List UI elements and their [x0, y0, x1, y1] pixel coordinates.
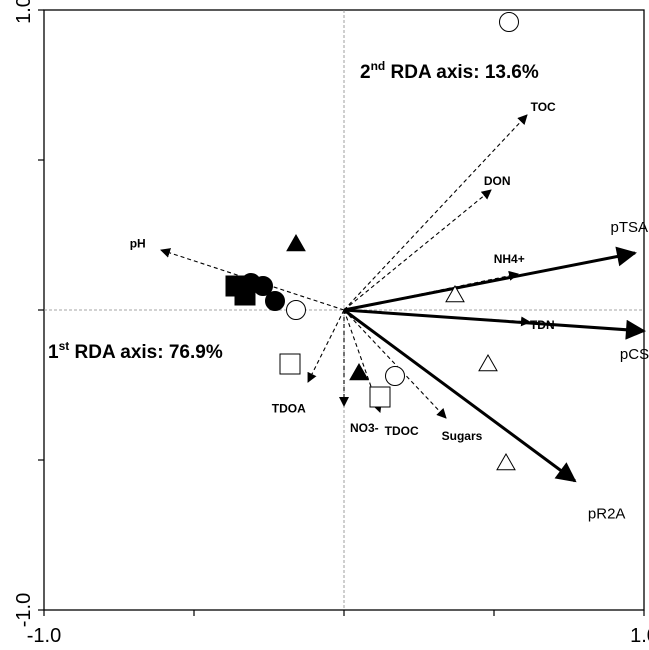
annotation-rda-axis-2: 2nd RDA axis: 13.6%	[360, 59, 539, 83]
sample-point-filled-circle	[265, 291, 285, 311]
sample-point-open-circle	[499, 12, 519, 32]
x-tick-label: 1.0	[630, 625, 649, 647]
sample-point-open-circle	[286, 300, 306, 320]
env-vector-label: NH4+	[494, 252, 525, 266]
env-vector-label: NO3-	[350, 421, 379, 435]
env-vector-label: Sugars	[442, 429, 483, 443]
env-vector-label: TDOC	[385, 424, 419, 438]
sample-point-open-triangle	[496, 452, 516, 471]
env-vector-arrow	[343, 189, 492, 311]
y-tick-label: -1.0	[13, 593, 35, 627]
x-tick-label: -1.0	[27, 625, 61, 647]
annotation-rda-axis-1: 1st RDA axis: 76.9%	[48, 339, 223, 363]
env-vector-arrow	[307, 309, 345, 383]
env-vector-label: DON	[484, 174, 511, 188]
sample-point-open-triangle	[445, 284, 465, 303]
sample-point-open-triangle	[478, 353, 498, 372]
sample-point-filled-triangle	[286, 233, 306, 252]
bio-vector-label: pR2A	[588, 505, 626, 522]
sample-point-filled-triangle	[349, 362, 369, 381]
env-vector-label: TDOA	[272, 402, 306, 416]
sample-point-open-square	[279, 353, 301, 375]
env-vector-label: pH	[130, 237, 146, 251]
bio-vector-label: pTSA	[611, 219, 649, 236]
sample-point-filled-square	[234, 284, 256, 306]
env-vector-arrow	[343, 309, 447, 419]
sample-point-open-circle	[385, 366, 405, 386]
env-vector-arrow	[343, 114, 528, 311]
bio-vector-arrow	[343, 246, 637, 312]
bio-vector-arrow	[343, 308, 577, 483]
bio-vector-arrow	[343, 308, 646, 340]
sample-point-open-square	[369, 386, 391, 408]
env-vector-label: TOC	[531, 100, 556, 114]
y-tick-label: 1.0	[13, 0, 35, 24]
bio-vector-label: pCSEA	[620, 346, 649, 363]
